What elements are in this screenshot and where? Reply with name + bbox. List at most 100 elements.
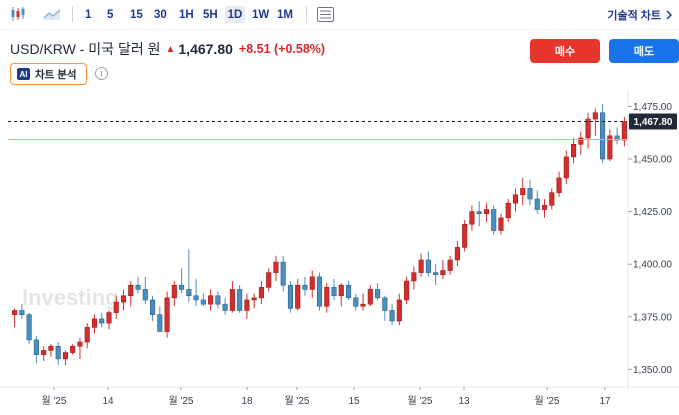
watermark-text: Investing <box>22 285 119 310</box>
chart-analysis-button[interactable]: AI 차트 분석 <box>10 63 87 85</box>
price-chart[interactable]: Investing.com 1,467.80 1,475.001,450.001… <box>0 90 679 415</box>
candle-body <box>592 112 598 120</box>
candle-body <box>287 284 294 309</box>
candle-body <box>338 284 344 297</box>
candle-body <box>12 310 18 315</box>
candle-body <box>563 156 569 179</box>
candle-body <box>389 310 395 322</box>
time-tick-label: 13 <box>458 396 470 407</box>
timeframe-30[interactable]: 30 <box>154 8 167 21</box>
candle-body <box>331 287 337 297</box>
candle-body <box>614 135 620 141</box>
candle-body <box>404 280 410 301</box>
candle-body <box>208 295 214 305</box>
timeframe-5h[interactable]: 5H <box>203 8 218 21</box>
candle-body <box>258 287 264 299</box>
toolbar-divider-line <box>0 29 679 30</box>
chart-analysis-label: 차트 분석 <box>35 68 77 81</box>
sell-button[interactable]: 매도 <box>609 39 679 63</box>
price-tick-label: 1,350.00 <box>633 365 672 376</box>
candle-body <box>411 272 417 282</box>
candle-body <box>367 289 373 305</box>
candle-body <box>164 297 170 332</box>
candle-body <box>534 198 540 210</box>
candle-body <box>99 318 105 324</box>
candle-body <box>55 345 61 360</box>
timeframe-1w[interactable]: 1W <box>252 8 270 21</box>
candle-body <box>520 188 526 196</box>
instrument-name: USD/KRW - 미국 달러 원 <box>10 41 161 57</box>
time-tick-label: 18 <box>241 396 253 407</box>
candle-body <box>382 297 388 311</box>
candle-body <box>26 314 32 341</box>
candlestick-icon[interactable] <box>9 5 27 23</box>
quote-header: USD/KRW - 미국 달러 원 ▲ 1,467.80 +8.51 (+0.5… <box>10 39 325 59</box>
candle-body <box>454 247 460 261</box>
candle-body <box>512 194 519 204</box>
candle-body <box>585 118 591 139</box>
candle-body <box>48 345 54 351</box>
candle-body <box>280 261 286 286</box>
candle-body <box>62 352 68 360</box>
candle-body <box>222 303 228 311</box>
candle-body <box>309 276 315 290</box>
candle-body <box>476 211 482 215</box>
time-tick-label: 15 <box>348 396 360 407</box>
chart-toolbar: 1 5 15 30 1H 5H 1D 1W 1M 기술적 차트 <box>0 0 679 28</box>
current-price-label: 1,467.80 <box>634 117 673 128</box>
timeframe-1d[interactable]: 1D <box>225 6 245 23</box>
info-icon[interactable]: i <box>95 67 108 80</box>
candle-body <box>157 314 163 332</box>
toolbar-divider <box>72 6 73 22</box>
candle-body <box>316 276 323 307</box>
technical-chart-link[interactable]: 기술적 차트 <box>607 7 672 23</box>
candle-body <box>84 327 90 343</box>
timeframe-5[interactable]: 5 <box>107 8 114 21</box>
candle-body <box>70 345 76 353</box>
area-chart-icon[interactable] <box>42 5 62 23</box>
candle-body <box>295 284 301 309</box>
ai-badge-icon: AI <box>17 68 30 80</box>
toolbar-divider <box>306 6 307 22</box>
candle-body <box>215 295 221 305</box>
timeframe-15[interactable]: 15 <box>130 8 143 21</box>
candle-body <box>142 289 148 301</box>
candle-body <box>433 272 439 276</box>
price-tick-label: 1,400.00 <box>633 260 672 271</box>
candle-body <box>418 259 424 273</box>
candle-body <box>425 259 431 273</box>
candle-body <box>505 202 511 219</box>
candle-body <box>483 209 490 215</box>
timeframe-1[interactable]: 1 <box>85 8 92 21</box>
candle-body <box>621 121 627 141</box>
time-tick-label: 월 '25 <box>284 395 309 407</box>
time-tick-label: 월 '25 <box>41 395 66 407</box>
candle-body <box>149 299 156 315</box>
candle-body <box>19 310 25 315</box>
current-price-tag <box>629 113 677 130</box>
price-tick-label: 1,375.00 <box>633 312 672 323</box>
candle-body <box>113 301 119 313</box>
candle-body <box>462 223 468 248</box>
timeframe-1m[interactable]: 1M <box>277 8 293 21</box>
candle-body <box>229 289 235 311</box>
candle-body <box>77 341 83 347</box>
buy-button[interactable]: 매수 <box>530 39 600 63</box>
candle-body <box>541 204 548 210</box>
last-price: 1,467.80 <box>178 41 233 57</box>
price-change: +8.51 (+0.58%) <box>238 42 326 56</box>
candle-body <box>571 143 577 158</box>
time-tick-label: 월 '25 <box>534 395 559 407</box>
candle-body <box>360 303 366 307</box>
candle-body <box>171 284 177 299</box>
candle-body <box>128 284 134 297</box>
technical-chart-label: 기술적 차트 <box>607 10 661 22</box>
price-tick-label: 1,425.00 <box>633 207 672 218</box>
candle-body <box>556 177 562 193</box>
candle-body <box>345 284 352 299</box>
indicators-icon[interactable] <box>316 5 334 23</box>
timeframe-1h[interactable]: 1H <box>179 8 194 21</box>
candle-body <box>193 295 199 301</box>
candle-body <box>237 289 243 311</box>
candle-body <box>251 297 257 301</box>
